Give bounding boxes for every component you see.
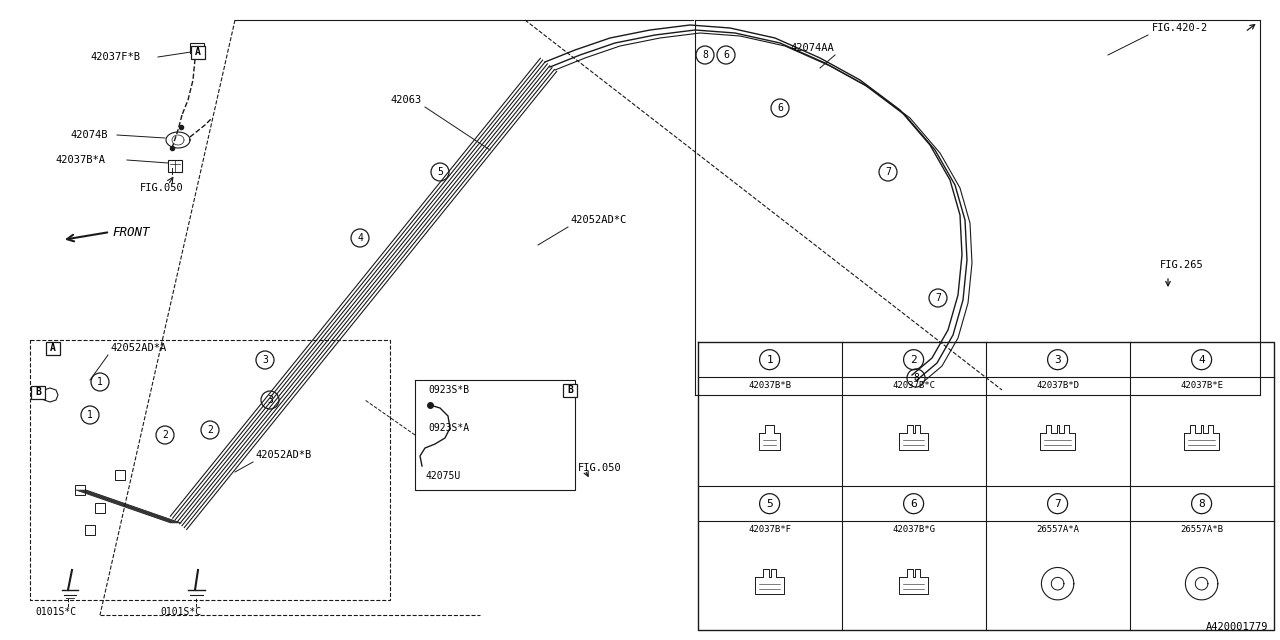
Text: FIG.050: FIG.050 xyxy=(579,463,622,473)
Text: 2: 2 xyxy=(910,355,916,365)
Text: 42037B*F: 42037B*F xyxy=(748,525,791,534)
Text: 4: 4 xyxy=(357,233,364,243)
Text: 0101S*C: 0101S*C xyxy=(160,607,201,617)
Text: 26557A*A: 26557A*A xyxy=(1036,525,1079,534)
Text: 2: 2 xyxy=(207,425,212,435)
Bar xyxy=(189,43,204,53)
Text: 42052AD*B: 42052AD*B xyxy=(255,450,311,460)
Text: FRONT: FRONT xyxy=(113,225,150,239)
Bar xyxy=(168,160,182,172)
Text: 5: 5 xyxy=(436,167,443,177)
Bar xyxy=(95,503,105,513)
Text: 2: 2 xyxy=(163,430,168,440)
Text: A: A xyxy=(195,47,201,57)
Bar xyxy=(84,525,95,535)
Text: 42063: 42063 xyxy=(390,95,421,105)
Bar xyxy=(31,385,45,399)
Text: 3: 3 xyxy=(262,355,268,365)
Text: FIG.420-2: FIG.420-2 xyxy=(1152,23,1208,33)
Text: 0101S*C: 0101S*C xyxy=(35,607,76,617)
Text: 42037B*G: 42037B*G xyxy=(892,525,936,534)
Text: 1: 1 xyxy=(87,410,93,420)
Bar xyxy=(563,383,577,397)
Text: 42074AA: 42074AA xyxy=(790,43,833,53)
Text: 5: 5 xyxy=(767,499,773,509)
Bar xyxy=(115,470,125,480)
Text: 42052AD*C: 42052AD*C xyxy=(570,215,626,225)
Text: B: B xyxy=(567,385,573,395)
Text: 7: 7 xyxy=(884,167,891,177)
Text: 6: 6 xyxy=(910,499,916,509)
Text: 42037B*C: 42037B*C xyxy=(892,381,936,390)
Text: 42052AD*A: 42052AD*A xyxy=(110,343,166,353)
Text: 1: 1 xyxy=(767,355,773,365)
Text: A: A xyxy=(50,343,56,353)
Text: 0923S*B: 0923S*B xyxy=(428,385,470,395)
Text: B: B xyxy=(35,387,41,397)
Text: 8: 8 xyxy=(913,373,919,383)
Text: FIG.050: FIG.050 xyxy=(140,183,184,193)
Bar xyxy=(76,485,84,495)
Text: 8: 8 xyxy=(701,50,708,60)
Text: 8: 8 xyxy=(1198,499,1204,509)
Text: FIG.265: FIG.265 xyxy=(1160,260,1203,270)
Text: 3: 3 xyxy=(1055,355,1061,365)
Bar xyxy=(46,342,60,355)
Text: A420001779: A420001779 xyxy=(1206,622,1268,632)
Text: 26557A*B: 26557A*B xyxy=(1180,525,1224,534)
Text: 42037F*B: 42037F*B xyxy=(90,52,140,62)
Text: 42037B*A: 42037B*A xyxy=(55,155,105,165)
Text: 6: 6 xyxy=(723,50,728,60)
Text: 3: 3 xyxy=(268,395,273,405)
Text: 4: 4 xyxy=(1198,355,1204,365)
Text: 42074B: 42074B xyxy=(70,130,108,140)
Text: 7: 7 xyxy=(936,293,941,303)
Text: 6: 6 xyxy=(777,103,783,113)
Text: 42037B*B: 42037B*B xyxy=(748,381,791,390)
Text: 42037B*D: 42037B*D xyxy=(1036,381,1079,390)
Text: 42037B*E: 42037B*E xyxy=(1180,381,1224,390)
Text: 1: 1 xyxy=(97,377,102,387)
Text: 0923S*A: 0923S*A xyxy=(428,423,470,433)
Bar xyxy=(191,45,205,58)
Text: 42075U: 42075U xyxy=(425,471,461,481)
Text: 7: 7 xyxy=(1055,499,1061,509)
